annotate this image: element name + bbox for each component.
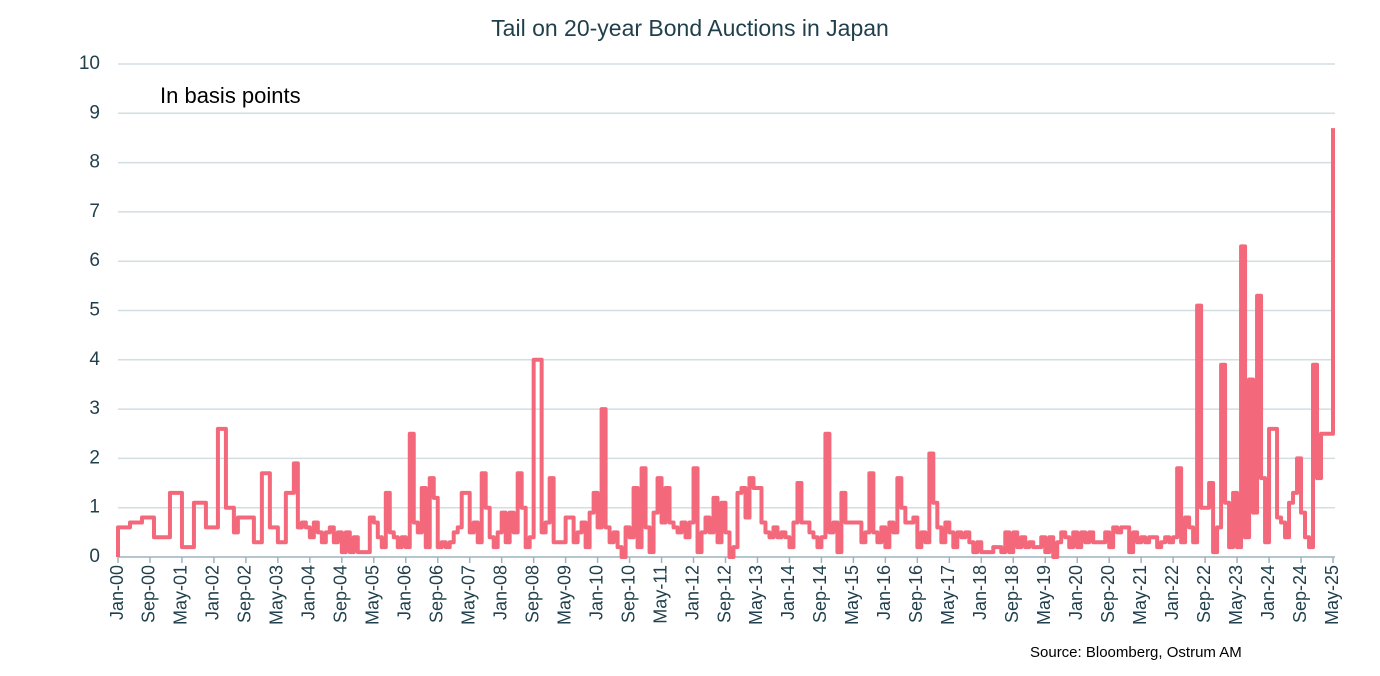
x-tick-label: Sep-04 (331, 565, 351, 623)
x-tick-label: Sep-02 (235, 565, 255, 623)
x-tick-label: May-21 (1130, 565, 1150, 625)
x-tick-label: Sep-14 (810, 565, 830, 623)
x-tick-label: Jan-02 (203, 565, 223, 620)
x-tick-label: Jan-08 (490, 565, 510, 620)
x-tick-label: Jan-18 (970, 565, 990, 620)
x-tick-label: Sep-24 (1290, 565, 1310, 623)
x-tick-label: Jan-20 (1066, 565, 1086, 620)
x-tick-label: Sep-08 (522, 565, 542, 623)
x-tick-label: Jan-22 (1162, 565, 1182, 620)
x-tick-label: Jan-06 (395, 565, 415, 620)
x-tick-label: Jan-12 (682, 565, 702, 620)
x-tick-label: Sep-22 (1194, 565, 1214, 623)
y-tick-label: 0 (89, 546, 100, 567)
x-tick-label: Jan-04 (299, 565, 319, 620)
x-tick-label: May-03 (267, 565, 287, 625)
x-tick-label: May-15 (842, 565, 862, 625)
x-tick-label: May-19 (1034, 565, 1054, 625)
x-tick-label: May-07 (458, 565, 478, 625)
y-tick-label: 7 (89, 201, 100, 222)
x-tick-label: Jan-14 (778, 565, 798, 620)
y-tick-label: 10 (79, 53, 100, 74)
x-tick-label: Sep-06 (426, 565, 446, 623)
x-tick-label: Sep-10 (618, 565, 638, 623)
x-tick-label: Sep-20 (1098, 565, 1118, 623)
x-tick-label: May-13 (746, 565, 766, 625)
x-tick-label: May-11 (650, 565, 670, 624)
x-tick-label: Jan-16 (874, 565, 894, 620)
x-tick-label: May-23 (1226, 565, 1246, 625)
x-tick-label: Sep-00 (139, 565, 159, 623)
x-tick-label: May-01 (171, 565, 191, 625)
y-tick-label: 4 (89, 349, 100, 370)
data-line (116, 128, 1335, 559)
y-tick-label: 2 (89, 447, 100, 468)
chart-title: Tail on 20-year Bond Auctions in Japan (491, 15, 889, 41)
x-tick-label: Jan-00 (107, 565, 127, 620)
x-tick-label: Jan-10 (586, 565, 606, 620)
x-tick-label: May-05 (363, 565, 383, 625)
annotation: In basis points (160, 83, 301, 108)
y-tick-label: 5 (89, 300, 100, 321)
y-tick-label: 9 (89, 102, 100, 123)
x-tick-label: Sep-12 (714, 565, 734, 623)
x-tick-label: May-25 (1322, 565, 1342, 625)
x-tick-label: Jan-24 (1258, 565, 1278, 620)
y-tick-label: 3 (89, 398, 100, 419)
y-tick-label: 6 (89, 250, 100, 271)
x-tick-label: Sep-18 (1002, 565, 1022, 623)
x-tick-label: May-17 (938, 565, 958, 625)
x-tick-label: Sep-16 (906, 565, 926, 623)
source-note: Source: Bloomberg, Ostrum AM (1030, 644, 1242, 661)
y-tick-label: 8 (89, 152, 100, 173)
y-tick-label: 1 (89, 497, 100, 518)
x-tick-label: May-09 (554, 565, 574, 625)
